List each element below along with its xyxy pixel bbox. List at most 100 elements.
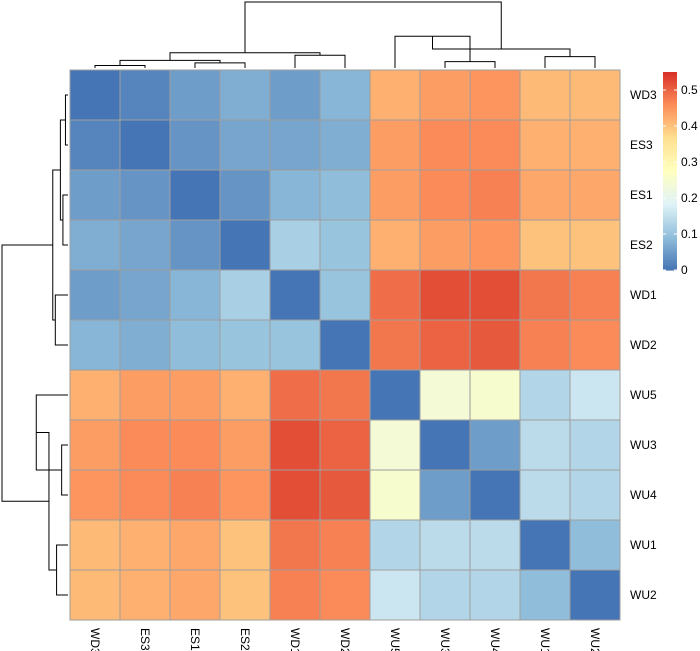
legend-gradient-step	[663, 128, 677, 132]
heatmap-cell-es2-wd3	[69, 219, 121, 271]
heatmap-cell-wd3-wd1	[269, 69, 321, 121]
legend-gradient-step	[663, 260, 677, 264]
heatmap-cell-wd1-es2	[219, 269, 271, 321]
heatmap-cell-wu1-wd2	[319, 519, 371, 571]
heatmap-cell-wd2-wu1	[519, 319, 571, 371]
legend-gradient-step	[663, 171, 677, 175]
heatmap-cell-wu5-wd3	[69, 369, 121, 421]
legend-gradient-step	[663, 74, 677, 78]
heatmap-cell-wd3-wd2	[319, 69, 371, 121]
legend-gradient-step	[663, 91, 677, 95]
legend-gradient-step	[663, 123, 677, 128]
heatmap-cell-wu2-wu5	[369, 569, 421, 621]
column-label-wu5: WU5	[388, 628, 402, 651]
legend-gradient-step	[663, 173, 677, 177]
legend-gradient-step	[663, 252, 677, 256]
column-dendrogram-link-4	[169, 52, 321, 61]
legend-gradient-step	[663, 101, 677, 105]
heatmap-cell-es1-es1	[169, 169, 221, 221]
legend-gradient-step	[663, 242, 677, 246]
heatmap-cell-wu1-wu1	[519, 519, 571, 571]
row-labels: WD3 ES3 ES1 ES2 WD1 WD2 WU5 WU3 WU4 WU1 WU2	[630, 88, 657, 602]
legend-gradient-step	[663, 183, 677, 187]
column-label-wd1: WD1	[288, 628, 302, 651]
heatmap-cell-wu3-wu3	[419, 419, 471, 471]
legend-gradient-step	[663, 218, 677, 222]
heatmap-cell-es1-es3	[119, 169, 171, 221]
legend-gradient-step	[663, 178, 677, 182]
heatmap-cell-wd3-wd3	[69, 69, 121, 121]
legend-gradient-step	[663, 72, 677, 76]
heatmap-cell-wu5-wu1	[519, 369, 571, 421]
column-label-wu2: WU2	[588, 628, 602, 651]
legend-gradient-step	[663, 86, 677, 90]
legend-gradient-step	[663, 141, 677, 145]
heatmap-cell-wu3-es1	[169, 419, 221, 471]
heatmap-cell-es1-es2	[219, 169, 271, 221]
legend-gradient-step	[663, 161, 677, 165]
heatmap-cell-es3-wu2	[569, 119, 621, 171]
heatmap-cell-wu4-wu4	[469, 469, 521, 521]
heatmap-cell-wd2-wd1	[269, 319, 321, 371]
heatmap-cell-wu5-es3	[119, 369, 171, 421]
row-dendrogram-link-3	[54, 294, 68, 346]
legend-tick-label: 0.3	[681, 155, 698, 169]
column-label-wd3: WD3	[88, 628, 102, 651]
heatmap-cell-es3-wu1	[519, 119, 571, 171]
legend-gradient-step	[663, 215, 677, 219]
legend-gradient-step	[663, 213, 677, 217]
heatmap-cell-wd1-wu2	[569, 269, 621, 321]
heatmap-cell-wu1-wu2	[569, 519, 621, 571]
row-label-wd2: WD2	[630, 338, 657, 352]
heatmap-cell-es2-wu2	[569, 219, 621, 271]
column-dendrogram-link-1	[194, 62, 246, 68]
heatmap-cell-wu4-wu1	[519, 469, 571, 521]
heatmap-cell-wd3-wu4	[469, 69, 521, 121]
heatmap-cell-es2-wu5	[369, 219, 421, 271]
column-dendrogram	[94, 1, 596, 68]
heatmap-cell-es3-es1	[169, 119, 221, 171]
heatmap-cell-wu1-es1	[169, 519, 221, 571]
heatmap-cell-wu4-wu5	[369, 469, 421, 521]
row-label-wu2: WU2	[630, 588, 657, 602]
legend-gradient-step	[663, 136, 677, 140]
heatmap-cell-wu3-wu2	[569, 419, 621, 471]
heatmap-cell-wu5-wd1	[269, 369, 321, 421]
heatmap-cell-es3-wd2	[319, 119, 371, 171]
legend-gradient-step	[663, 235, 677, 239]
column-dendrogram-link-0	[94, 64, 146, 68]
heatmap-cell-es2-wu4	[469, 219, 521, 271]
legend-gradient-step	[663, 180, 677, 184]
row-label-wu3: WU3	[630, 438, 657, 452]
heatmap-cell-wd2-es3	[119, 319, 171, 371]
row-dendrogram	[1, 94, 68, 596]
legend-gradient-step	[663, 76, 677, 81]
heatmap-cell-wu2-wu4	[469, 569, 521, 621]
heatmap-cell-es2-es2	[219, 219, 271, 271]
legend-gradient-step	[663, 89, 677, 93]
legend-gradient-step	[663, 222, 677, 227]
legend-gradient-step	[663, 203, 677, 207]
column-label-wu4: WU4	[488, 628, 502, 651]
legend-gradient-step	[663, 225, 677, 229]
row-dendrogram-link-4	[52, 169, 61, 321]
heatmap-cell-es3-es2	[219, 119, 271, 171]
legend-gradient-step	[663, 146, 677, 150]
legend-gradient-step	[663, 267, 677, 271]
legend-gradient-step	[663, 168, 677, 172]
heatmap-cell-wd3-wu1	[519, 69, 571, 121]
legend-tick-label: 0	[681, 263, 688, 277]
column-dendrogram-link-7	[544, 56, 596, 68]
heatmap-cell-wd3-es2	[219, 69, 271, 121]
legend-tick-label: 0.4	[681, 119, 698, 133]
legend-gradient-step	[663, 240, 677, 244]
heatmap-cell-wd1-wu1	[519, 269, 571, 321]
heatmap-cell-wd1-wd2	[319, 269, 371, 321]
heatmap-cell-es3-wu5	[369, 119, 421, 171]
legend-gradient-step	[663, 133, 677, 137]
legend-gradient-step	[663, 245, 677, 249]
legend-gradient-step	[663, 208, 677, 212]
legend-gradient-step	[663, 193, 677, 197]
legend-tick-label: 0.1	[681, 227, 698, 241]
heatmap-cell-wu5-wu5	[369, 369, 421, 421]
